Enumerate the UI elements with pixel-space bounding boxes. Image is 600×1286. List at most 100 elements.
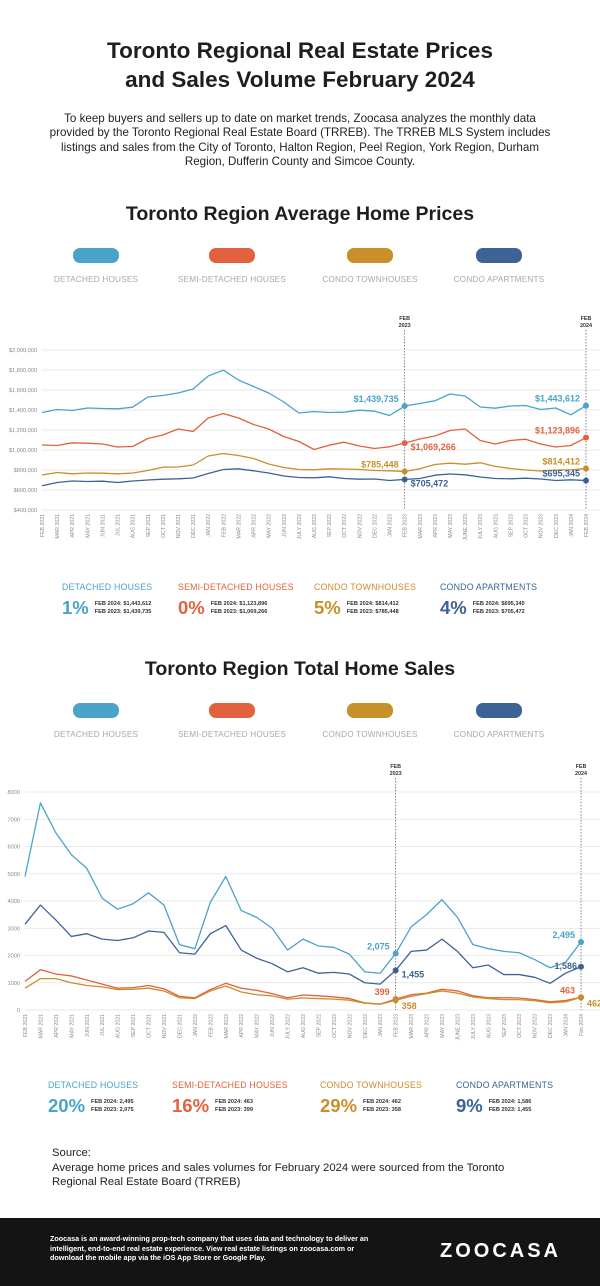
x-tick-label: MAR 2022 bbox=[224, 1014, 230, 1039]
x-tick-label: APR 2022 bbox=[239, 1014, 245, 1038]
x-tick-label: NOV 2023 bbox=[533, 1014, 539, 1038]
x-tick-label: JUNE 2023 bbox=[463, 514, 469, 541]
series-line-detached bbox=[24, 802, 582, 974]
y-tick-label: $1,400,000 bbox=[9, 408, 37, 414]
marker-label: FEB bbox=[390, 764, 401, 770]
summary-detail: FEB 2024: $695,345 FEB 2023: $705,472 bbox=[473, 600, 525, 616]
x-tick-label: NOV 2023 bbox=[539, 514, 545, 538]
summary-line-2024: FEB 2024: 1,586 bbox=[488, 1099, 532, 1105]
series-line-condo_apt bbox=[41, 468, 587, 487]
source-note: Source: Average home prices and sales vo… bbox=[52, 1146, 552, 1190]
data-label: 358 bbox=[402, 1001, 417, 1011]
x-tick-label: JAN 2022 bbox=[193, 1014, 199, 1037]
legend-item-condo-town: CONDO TOWNHOUSES bbox=[295, 248, 445, 284]
x-tick-label: FEB 2023 bbox=[403, 514, 409, 537]
series-line-semi bbox=[24, 969, 582, 1005]
summary-line-2023: FEB 2023: $705,472 bbox=[472, 609, 525, 615]
x-tick-label: SEP 2022 bbox=[327, 514, 333, 537]
data-label: 1,586 bbox=[554, 961, 577, 971]
x-tick-label: JAN 2023 bbox=[378, 1014, 384, 1037]
data-label: $1,069,266 bbox=[411, 442, 456, 452]
summary-label: SEMI-DETACHED HOUSES bbox=[178, 582, 294, 592]
data-label: $1,443,612 bbox=[535, 394, 580, 404]
y-tick-label: 2000 bbox=[8, 954, 20, 960]
summary-line-2024: FEB 2024: $1,443,612 bbox=[94, 601, 152, 607]
legend-label-detached: DETACHED HOUSES bbox=[53, 275, 139, 284]
legend-label-condo-town: CONDO TOWNHOUSES bbox=[322, 275, 418, 284]
x-tick-label: JUNE 2023 bbox=[455, 1014, 461, 1041]
x-tick-label: FEB 2022 bbox=[221, 514, 227, 537]
series-point-condo_apt bbox=[583, 477, 589, 484]
legend-swatch-semi bbox=[209, 703, 255, 718]
summary-percent: 4% bbox=[440, 597, 467, 618]
data-label: 2,075 bbox=[367, 941, 390, 951]
prices-section-title: Toronto Region Average Home Prices bbox=[125, 203, 475, 225]
x-tick-label: JUL 2021 bbox=[116, 514, 122, 536]
x-tick-label: APR 2021 bbox=[70, 514, 76, 538]
y-tick-label: $400,000 bbox=[14, 508, 37, 514]
summary-label: DETACHED HOUSES bbox=[62, 582, 153, 592]
x-tick-label: APR 2022 bbox=[252, 514, 258, 538]
marker-label: FEB bbox=[581, 316, 592, 322]
x-tick-label: DEC 2022 bbox=[363, 1014, 369, 1038]
summary-detail: FEB 2024: 1,586 FEB 2023: 1,455 bbox=[489, 1098, 532, 1114]
legend-swatch-condo-town bbox=[347, 703, 393, 718]
page-title: Toronto Regional Real Estate Prices and … bbox=[0, 36, 600, 94]
x-tick-label: JAN 2024 bbox=[564, 1014, 570, 1037]
series-point-condo_town bbox=[392, 997, 399, 1004]
data-label: 462 bbox=[587, 998, 600, 1008]
legend-swatch-detached bbox=[73, 248, 119, 263]
summary-label: CONDO TOWNHOUSES bbox=[320, 1080, 423, 1090]
legend-swatch-condo-apt bbox=[476, 248, 522, 263]
summary-line-2023: FEB 2023: $1,069,266 bbox=[210, 609, 268, 615]
x-tick-label: SEP 2022 bbox=[316, 1014, 322, 1037]
x-tick-label: JUN 2022 bbox=[282, 514, 288, 537]
x-tick-label: SEP 2021 bbox=[131, 1014, 137, 1037]
x-tick-label: DEC 2021 bbox=[191, 514, 197, 538]
x-tick-label: JULY 2022 bbox=[297, 514, 303, 539]
series-point-semi bbox=[583, 434, 589, 441]
x-tick-label: MAR 2021 bbox=[38, 1014, 44, 1039]
prices-summary: DETACHED HOUSES 1% FEB 2024: $1,443,612 … bbox=[0, 582, 600, 634]
legend-label-semi: SEMI-DETACHED HOUSES bbox=[177, 730, 287, 739]
data-label: $814,412 bbox=[542, 457, 580, 467]
zoocasa-logo: ZOOCASA bbox=[440, 1240, 561, 1262]
summary-percent: 29% bbox=[320, 1095, 358, 1116]
legend-item-semi: SEMI-DETACHED HOUSES bbox=[157, 703, 307, 739]
x-tick-label: JAN 2024 bbox=[569, 514, 575, 537]
summary-line-2024: FEB 2024: 463 bbox=[215, 1099, 253, 1105]
summary-line-2023: FEB 2023: 2,075 bbox=[91, 1107, 134, 1113]
series-point-condo_apt bbox=[401, 476, 408, 483]
y-tick-label: $800,000 bbox=[14, 468, 37, 474]
summary-line-2024: FEB 2024: $1,123,896 bbox=[210, 601, 268, 607]
marker-label: 2023 bbox=[399, 323, 411, 329]
summary-line-2023: FEB 2023: 358 bbox=[363, 1107, 401, 1113]
x-tick-label: MAR 2021 bbox=[55, 514, 61, 539]
legend-swatch-condo-town bbox=[347, 248, 393, 263]
x-tick-label: JAN 2023 bbox=[388, 514, 394, 537]
series-line-condo_town bbox=[41, 452, 587, 476]
data-label: 2,495 bbox=[552, 930, 575, 940]
x-tick-label: AUG 2022 bbox=[312, 514, 318, 538]
prices-line-chart: $400,000 $600,000 $800,000 $1,000,000 $1,200… bbox=[9, 316, 600, 541]
x-tick-label: OCT 2022 bbox=[342, 514, 348, 538]
legend-item-condo-apt: CONDO APARTMENTS bbox=[424, 248, 574, 284]
marker-label: 2024 bbox=[575, 771, 587, 777]
prices-summary-detached: DETACHED HOUSES 1% FEB 2024: $1,443,612 … bbox=[62, 582, 202, 619]
x-tick-label: MAY 2023 bbox=[448, 514, 454, 538]
data-label: 463 bbox=[560, 985, 575, 995]
x-tick-label: NOV 2022 bbox=[357, 514, 363, 538]
x-tick-label: OCT 2022 bbox=[332, 1014, 338, 1038]
intro-paragraph: To keep buyers and sellers up to date on… bbox=[49, 112, 551, 168]
x-tick-label: JUN 2021 bbox=[85, 1014, 91, 1037]
series-point-condo_town bbox=[401, 468, 408, 475]
x-tick-label: MAY 2021 bbox=[85, 514, 91, 538]
x-tick-label: OCT 2021 bbox=[161, 514, 167, 538]
summary-line-2024: FEB 2024: $695,345 bbox=[472, 601, 525, 607]
sales-summary-semi: SEMI-DETACHED HOUSES 16% FEB 2024: 463 F… bbox=[172, 1080, 312, 1117]
marker-label: FEB bbox=[576, 764, 587, 770]
x-tick-label: JUN 2021 bbox=[100, 514, 106, 537]
sales-summary-detached: DETACHED HOUSES 20% FEB 2024: 2,495 FEB … bbox=[48, 1080, 188, 1117]
x-tick-label: JUN 2022 bbox=[270, 1014, 276, 1037]
summary-line-2024: FEB 2024: 462 bbox=[363, 1099, 401, 1105]
